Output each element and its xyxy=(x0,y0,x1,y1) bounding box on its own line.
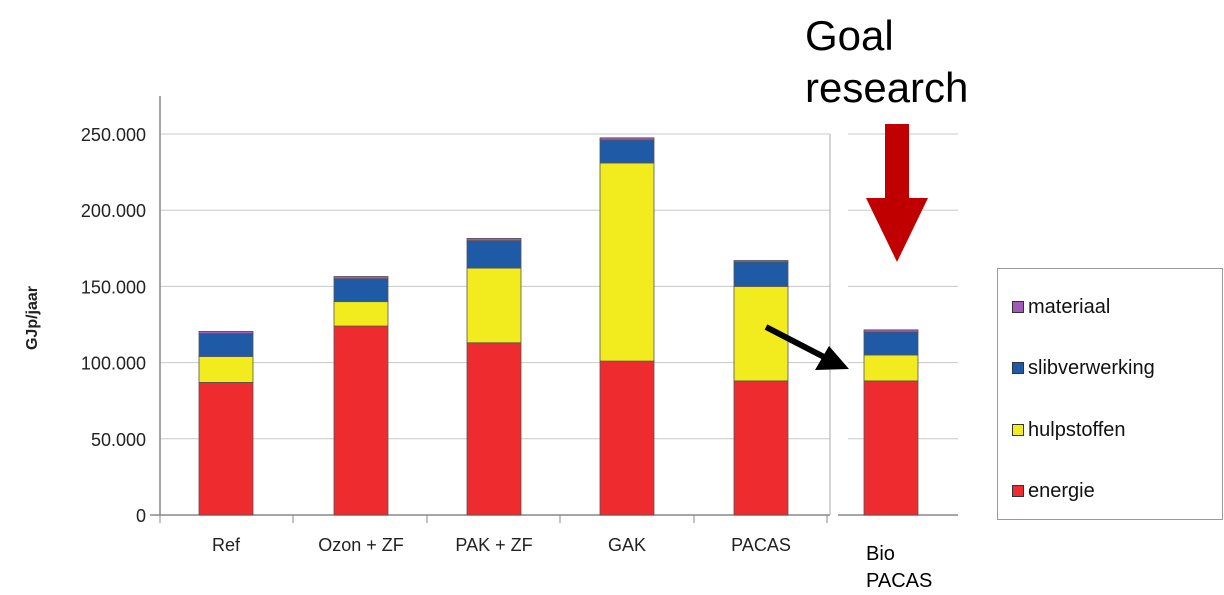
bar-slibverwerking xyxy=(863,331,919,356)
bar-slibverwerking xyxy=(198,333,254,357)
goal-label-line2: research xyxy=(805,64,969,111)
x-tick-label: Ref xyxy=(212,535,241,555)
bar-slibverwerking xyxy=(466,240,522,269)
bar-slibverwerking xyxy=(733,261,789,287)
legend: materiaal slibverwerking hulpstoffen ene… xyxy=(997,268,1223,520)
bar-energie xyxy=(466,342,522,516)
bar-materiaal xyxy=(466,237,522,242)
legend-label-energie: energie xyxy=(1028,479,1095,502)
y-tick-label: 50.000 xyxy=(91,430,146,450)
bar-materiaal xyxy=(863,329,919,333)
bar-energie xyxy=(863,380,919,516)
legend-label-materiaal: materiaal xyxy=(1028,295,1111,318)
x-tick-label: PAK + ZF xyxy=(455,535,532,555)
legend-swatch-hulpstoffen xyxy=(1012,424,1024,436)
legend-item-hulpstoffen: hulpstoffen xyxy=(1012,419,1126,441)
y-tick-label: 150.000 xyxy=(81,277,146,297)
bar-materiaal xyxy=(198,330,254,335)
y-tick-label: 100.000 xyxy=(81,354,146,374)
x-tick-label: GAK xyxy=(608,535,646,555)
bar-slibverwerking xyxy=(333,278,389,303)
y-axis-label: GJp/jaar xyxy=(24,286,41,350)
legend-item-slibverwerking: slibverwerking xyxy=(1012,357,1155,379)
bar-slibverwerking xyxy=(599,139,655,164)
legend-item-materiaal: materiaal xyxy=(1012,296,1110,318)
bar-energie xyxy=(733,380,789,516)
bar-materiaal xyxy=(333,276,389,280)
y-tick-label: 200.000 xyxy=(81,201,146,221)
axes xyxy=(150,96,958,523)
legend-swatch-energie xyxy=(1012,485,1024,497)
x-tick-labels: Ref Ozon + ZF PAK + ZF GAK PACAS xyxy=(212,535,791,555)
bar-hulpstoffen xyxy=(599,162,655,362)
bar-materiaal xyxy=(733,260,789,263)
x-tick-label: Ozon + ZF xyxy=(318,535,404,555)
annotation-arrows xyxy=(764,124,928,370)
y-tick-label: 0 xyxy=(136,506,146,526)
goal-arrow xyxy=(866,124,928,262)
gridlines xyxy=(160,133,958,440)
bar-hulpstoffen xyxy=(466,267,522,344)
bar-energie xyxy=(333,325,389,516)
bar-hulpstoffen xyxy=(198,356,254,383)
legend-item-energie: energie xyxy=(1012,480,1095,502)
extra-label-line2: PACAS xyxy=(866,570,933,592)
goal-label-line1: Goal xyxy=(805,12,894,59)
bar-hulpstoffen xyxy=(863,354,919,382)
pointer-arrow-head xyxy=(815,346,849,370)
legend-label-slibverwerking: slibverwerking xyxy=(1028,356,1155,379)
y-tick-labels: 0 50.000 100.000 150.000 200.000 250.000 xyxy=(81,125,146,526)
legend-swatch-materiaal xyxy=(1012,301,1024,313)
bar-hulpstoffen xyxy=(333,301,389,327)
bar-energie xyxy=(198,382,254,516)
bar-energie xyxy=(599,360,655,516)
bar-materiaal xyxy=(599,137,655,141)
extra-label-line1: Bio xyxy=(866,543,895,565)
pointer-arrow-shaft xyxy=(764,324,828,361)
legend-swatch-slibverwerking xyxy=(1012,362,1024,374)
y-tick-label: 250.000 xyxy=(81,125,146,145)
bars xyxy=(198,137,919,516)
legend-label-hulpstoffen: hulpstoffen xyxy=(1028,418,1126,441)
x-tick-label: PACAS xyxy=(731,535,791,555)
